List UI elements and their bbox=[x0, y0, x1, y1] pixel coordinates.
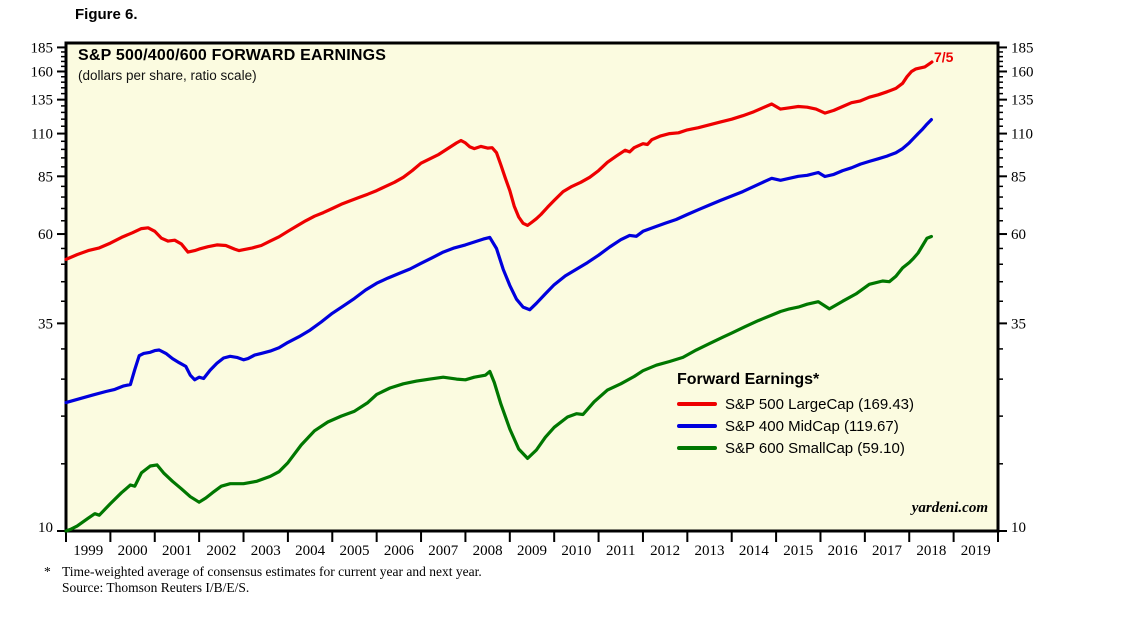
y-axis-label-right: 135 bbox=[1011, 93, 1034, 109]
x-axis-label: 2008 bbox=[473, 543, 503, 559]
legend-item-sp500: S&P 500 LargeCap (169.43) bbox=[677, 393, 914, 415]
footnote-text: Time-weighted average of consensus estim… bbox=[62, 564, 482, 595]
x-axis-label: 2010 bbox=[561, 543, 591, 559]
y-axis-label-right: 185 bbox=[1011, 40, 1034, 56]
y-axis-label-right: 160 bbox=[1011, 64, 1034, 80]
legend-item-sp400: S&P 400 MidCap (119.67) bbox=[677, 415, 914, 437]
plot-frame bbox=[64, 41, 1000, 533]
x-axis-label: 2004 bbox=[295, 543, 326, 559]
x-axis-label: 2001 bbox=[162, 543, 192, 559]
footnote-line1: Time-weighted average of consensus estim… bbox=[62, 564, 482, 579]
footnote: * Time-weighted average of consensus est… bbox=[44, 564, 482, 595]
x-axis-label: 1999 bbox=[73, 543, 103, 559]
y-axis-label-left: 185 bbox=[31, 40, 54, 56]
legend-swatch-blue-line bbox=[677, 424, 717, 428]
x-axis-label: 2002 bbox=[206, 543, 236, 559]
figure-label: Figure 6. bbox=[75, 6, 138, 23]
y-axis-label-right: 35 bbox=[1011, 316, 1026, 332]
y-axis-label-right: 60 bbox=[1011, 227, 1026, 243]
legend-label-sp500: S&P 500 LargeCap (169.43) bbox=[725, 395, 915, 413]
legend-title: Forward Earnings* bbox=[677, 371, 820, 388]
series-line-s-p-600-smallcap bbox=[64, 234, 933, 533]
x-axis-label: 2017 bbox=[872, 543, 903, 559]
legend-item-sp600: S&P 600 SmallCap (59.10) bbox=[677, 437, 914, 459]
x-axis-label: 2013 bbox=[695, 543, 725, 559]
chart-title: S&P 500/400/600 FORWARD EARNINGS bbox=[78, 47, 387, 64]
legend-label-sp600: S&P 600 SmallCap (59.10) bbox=[725, 439, 905, 457]
x-axis-label: 2000 bbox=[118, 543, 148, 559]
watermark: yardeni.com bbox=[911, 500, 988, 516]
legend-swatch-green-line bbox=[677, 446, 717, 450]
y-axis-label-left: 85 bbox=[38, 169, 53, 185]
legend-label-sp400: S&P 400 MidCap (119.67) bbox=[725, 417, 899, 435]
y-axis-label-right: 10 bbox=[1011, 520, 1026, 536]
x-axis-label: 2009 bbox=[517, 543, 547, 559]
x-axis-label: 2003 bbox=[251, 543, 281, 559]
y-axis-label-right: 110 bbox=[1011, 127, 1033, 143]
x-axis-label: 2006 bbox=[384, 543, 415, 559]
x-axis-label: 2012 bbox=[650, 543, 680, 559]
y-axis-label-left: 10 bbox=[38, 520, 53, 536]
series-line-s-p-400-midcap bbox=[64, 118, 933, 405]
footnote-asterisk: * bbox=[44, 564, 51, 579]
x-axis-label: 2011 bbox=[606, 543, 635, 559]
y-axis-label-left: 110 bbox=[31, 127, 53, 143]
legend: Forward Earnings* S&P 500 LargeCap (169.… bbox=[677, 371, 914, 459]
x-axis-label: 2016 bbox=[828, 543, 859, 559]
x-axis-label: 2007 bbox=[428, 543, 459, 559]
series-line-s-p-500-largecap bbox=[64, 60, 934, 261]
y-axis-label-left: 35 bbox=[38, 316, 53, 332]
x-axis-label: 2018 bbox=[916, 543, 946, 559]
x-axis-label: 2014 bbox=[739, 543, 770, 559]
footnote-line2: Source: Thomson Reuters I/B/E/S. bbox=[62, 579, 250, 595]
y-axis-label-left: 60 bbox=[38, 227, 53, 243]
x-axis-label: 2005 bbox=[339, 543, 369, 559]
x-axis-label: 2015 bbox=[783, 543, 813, 559]
legend-swatch-red-line bbox=[677, 402, 717, 406]
x-axis-label: 2019 bbox=[961, 543, 991, 559]
last-date-annotation: 7/5 bbox=[934, 49, 954, 65]
y-axis-label-right: 85 bbox=[1011, 169, 1026, 185]
y-axis-label-left: 135 bbox=[31, 93, 54, 109]
y-axis-label-left: 160 bbox=[31, 64, 54, 80]
chart-subtitle: (dollars per share, ratio scale) bbox=[78, 68, 257, 83]
